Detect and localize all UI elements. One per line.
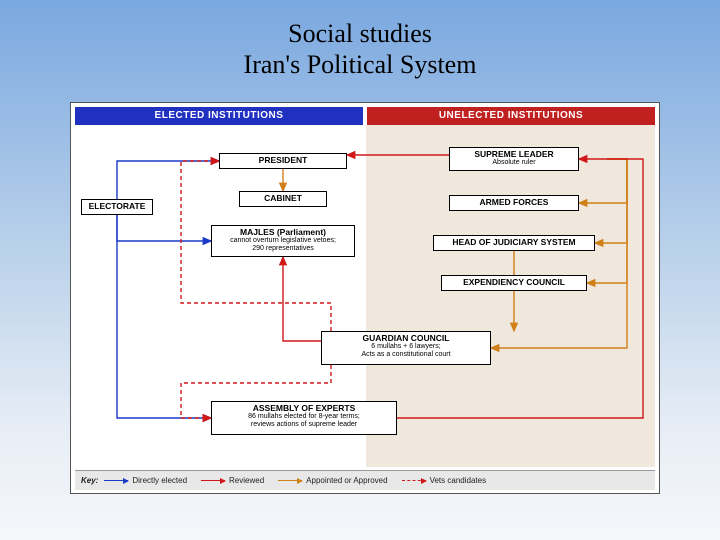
node-expediency: EXPENDIENCY COUNCIL [441,275,587,291]
legend-item-label: Vets candidates [430,476,486,485]
node-supreme-sub: Absolute ruler [453,159,575,167]
node-president-label: PRESIDENT [223,156,343,165]
diagram: ELECTED INSTITUTIONS UNELECTED INSTITUTI… [70,102,660,494]
node-majles-label: MAJLES (Parliament) [215,228,351,237]
page-title: Social studies Iran's Political System [0,0,720,80]
legend-label: Key: [81,476,98,485]
title-line-2: Iran's Political System [0,49,720,80]
legend: Key: Directly elected Reviewed Appointed o… [75,470,655,490]
node-assembly: ASSEMBLY OF EXPERTS86 mullahs elected fo… [211,401,397,435]
node-armed-label: ARMED FORCES [453,198,575,207]
legend-item-elected: Directly elected [104,476,187,485]
header-unelected: UNELECTED INSTITUTIONS [367,107,655,125]
node-president: PRESIDENT [219,153,347,169]
node-judiciary-label: HEAD OF JUDICIARY SYSTEM [437,238,591,247]
legend-item-label: Reviewed [229,476,264,485]
legend-item-label: Directly elected [132,476,187,485]
legend-item-appointed: Appointed or Approved [278,476,387,485]
legend-arrow-icon [278,480,302,481]
node-supreme-label: SUPREME LEADER [453,150,575,159]
node-electorate: ELECTORATE [81,199,153,215]
edge-electorate-to-president [117,161,219,199]
legend-arrow-icon [104,480,128,481]
node-armed: ARMED FORCES [449,195,579,211]
node-supreme: SUPREME LEADERAbsolute ruler [449,147,579,171]
edge-guardian-to-majles [283,257,321,341]
node-judiciary: HEAD OF JUDICIARY SYSTEM [433,235,595,251]
header-elected: ELECTED INSTITUTIONS [75,107,363,125]
node-guardian-sub: 6 mullahs + 6 lawyers; Acts as a constit… [325,343,487,358]
node-assembly-sub: 86 mullahs elected for 8-year terms; rev… [215,413,393,428]
title-line-1: Social studies [0,18,720,49]
legend-item-reviewed: Reviewed [201,476,264,485]
legend-arrow-icon [201,480,225,481]
node-assembly-label: ASSEMBLY OF EXPERTS [215,404,393,413]
node-guardian-label: GUARDIAN COUNCIL [325,334,487,343]
header-row: ELECTED INSTITUTIONS UNELECTED INSTITUTI… [71,107,659,125]
node-majles: MAJLES (Parliament)cannot overturn legis… [211,225,355,257]
node-electorate-label: ELECTORATE [85,202,149,211]
node-majles-sub: cannot overturn legislative vetoes; 290 … [215,237,351,252]
legend-arrow-icon [402,480,426,481]
node-expediency-label: EXPENDIENCY COUNCIL [445,278,583,287]
legend-item-label: Appointed or Approved [306,476,387,485]
edge-electorate-to-majles [117,215,211,241]
edge-electorate-to-assembly [117,215,211,418]
node-cabinet: CABINET [239,191,327,207]
node-guardian: GUARDIAN COUNCIL6 mullahs + 6 lawyers; A… [321,331,491,365]
node-cabinet-label: CABINET [243,194,323,203]
legend-item-vets: Vets candidates [402,476,486,485]
unelected-bg [366,125,655,467]
